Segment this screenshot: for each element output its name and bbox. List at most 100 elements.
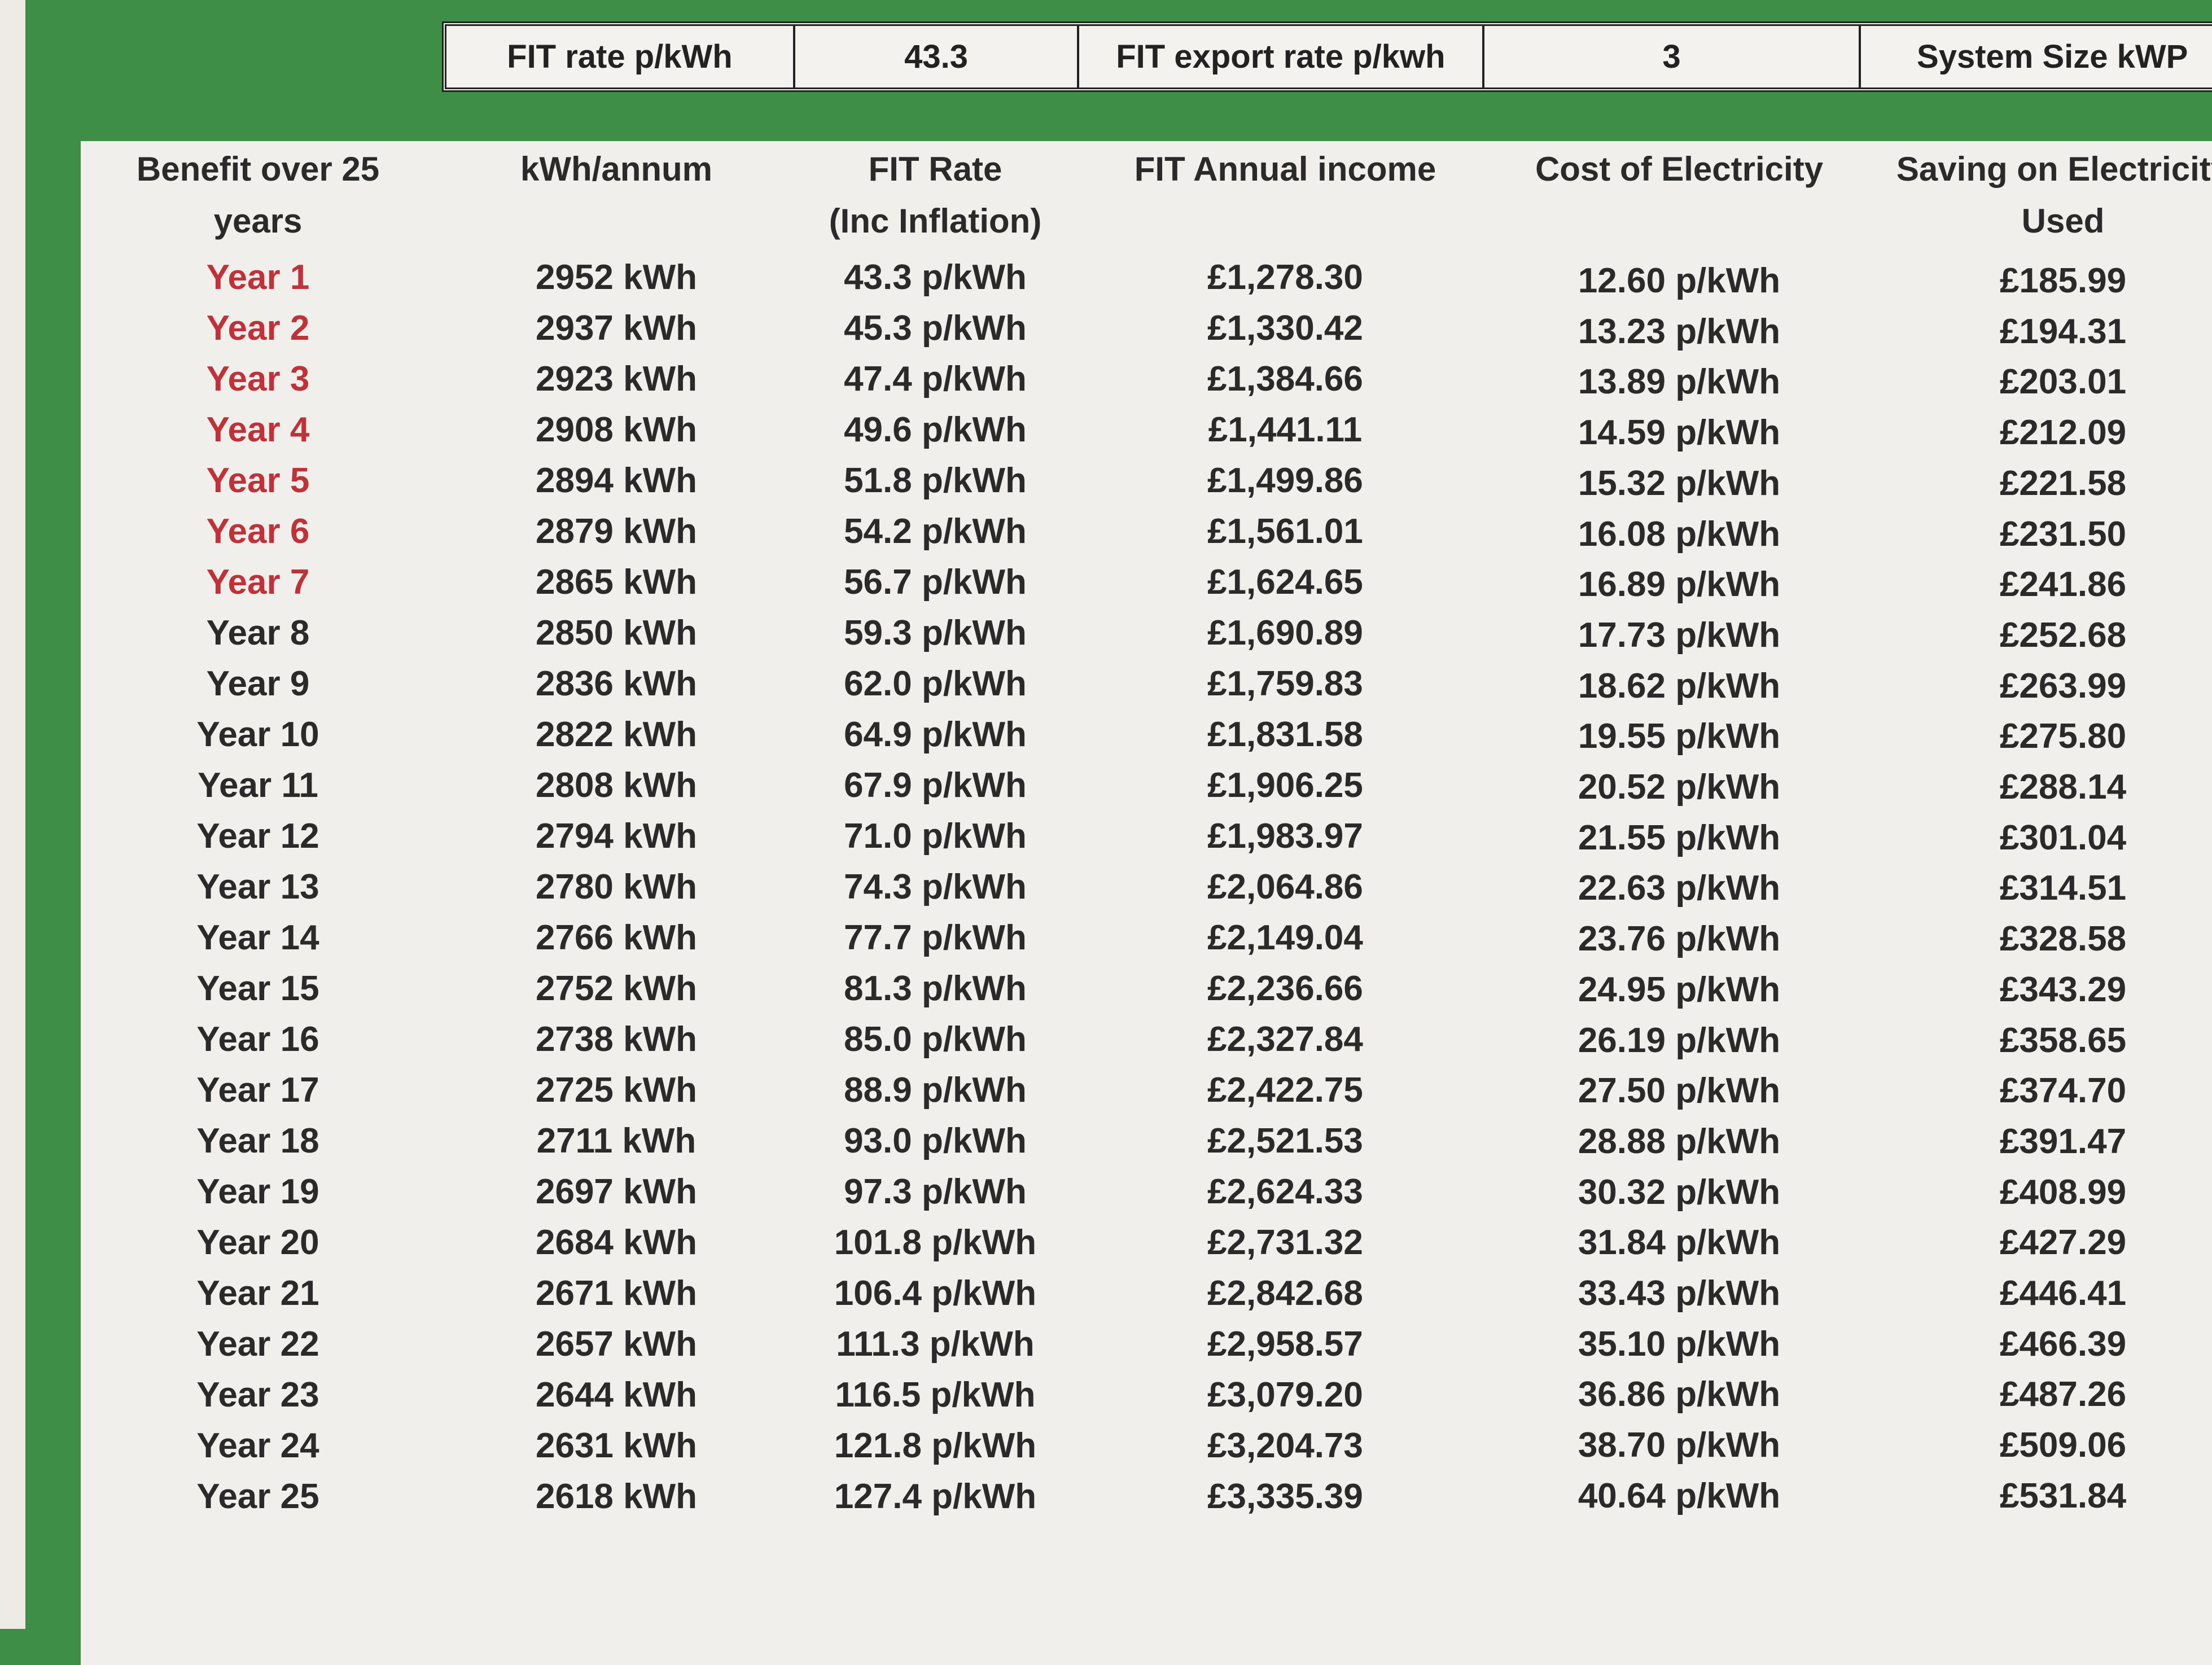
cell-fit-rate: 106.4 p/kWh [834,1274,1037,1313]
cell-fit-rate: 127.4 p/kWh [834,1477,1037,1516]
cell-saving-on-electricity: £509.06 [1999,1426,2127,1465]
cell-cost-of-electricity: 36.86 p/kWh [1578,1375,1781,1414]
cell-cost-of-electricity: 28.88 p/kWh [1578,1121,1781,1161]
fit-rate-value: 43.3 [795,26,1080,87]
page-edge [0,0,25,1629]
cell-year: Year 10 [196,715,319,754]
cell-kwh-annum: 2850 kWh [535,614,698,652]
cell-fit-annual-income: £2,149.04 [1207,918,1363,957]
header-year: Benefit over 25 [136,150,380,188]
cell-year: Year 20 [196,1223,319,1262]
cell-fit-annual-income: £1,983.97 [1207,817,1363,856]
cell-kwh-annum: 2657 kWh [535,1325,698,1364]
cell-fit-annual-income: £1,499.86 [1207,461,1363,500]
cell-fit-annual-income: £1,330.42 [1207,309,1363,348]
cell-fit-rate: 97.3 p/kWh [844,1172,1027,1211]
cell-fit-rate: 67.9 p/kWh [844,766,1027,805]
cell-cost-of-electricity: 26.19 p/kWh [1578,1020,1781,1060]
cell-saving-on-electricity: £203.01 [1999,362,2127,402]
cell-fit-annual-income: £1,690.89 [1207,614,1363,652]
cell-kwh-annum: 2923 kWh [535,360,698,398]
header-fit-rate: (Inc Inflation) [829,202,1042,240]
cell-year: Year 18 [196,1121,319,1160]
cell-saving-on-electricity: £185.99 [1999,261,2127,300]
summary-box: FIT rate p/kWh 43.3 FIT export rate p/kw… [442,21,2212,92]
header-cost-of-electricity: Cost of Electricity [1535,150,1824,188]
cell-fit-rate: 54.2 p/kWh [844,512,1027,551]
cell-fit-rate: 93.0 p/kWh [844,1121,1027,1160]
cell-fit-annual-income: £3,079.20 [1207,1375,1363,1414]
cell-fit-annual-income: £2,064.86 [1207,867,1363,906]
cell-fit-rate: 71.0 p/kWh [844,817,1027,856]
cell-cost-of-electricity: 31.84 p/kWh [1578,1223,1781,1263]
cell-saving-on-electricity: £241.86 [1999,565,2127,604]
cell-kwh-annum: 2836 kWh [535,664,698,703]
cell-year: Year 25 [196,1477,319,1516]
cell-year: Year 24 [196,1426,319,1465]
cell-fit-rate: 47.4 p/kWh [844,360,1027,398]
cell-cost-of-electricity: 35.10 p/kWh [1578,1324,1781,1364]
cell-fit-annual-income: £1,561.01 [1207,512,1363,551]
cell-kwh-annum: 2618 kWh [535,1477,698,1516]
cell-kwh-annum: 2822 kWh [535,715,698,754]
cell-fit-annual-income: £3,204.73 [1207,1426,1363,1465]
cell-fit-annual-income: £1,759.83 [1207,664,1363,703]
cell-year: Year 6 [206,512,310,551]
cell-fit-annual-income: £2,422.75 [1207,1071,1363,1110]
cell-kwh-annum: 2865 kWh [535,563,698,602]
cell-fit-annual-income: £2,842.68 [1207,1274,1363,1313]
cell-fit-annual-income: £2,624.33 [1207,1172,1363,1211]
cell-saving-on-electricity: £328.58 [1999,919,2127,959]
cell-year: Year 23 [196,1375,319,1414]
cell-fit-rate: 62.0 p/kWh [844,664,1027,703]
cell-kwh-annum: 2879 kWh [535,512,698,551]
cell-saving-on-electricity: £194.31 [1999,312,2127,351]
cell-kwh-annum: 2752 kWh [535,969,698,1008]
cell-saving-on-electricity: £263.99 [1999,666,2127,706]
cell-fit-annual-income: £1,384.66 [1207,360,1363,398]
cell-cost-of-electricity: 30.32 p/kWh [1578,1172,1781,1212]
cell-fit-annual-income: £2,958.57 [1207,1325,1363,1364]
cell-saving-on-electricity: £391.47 [1999,1121,2127,1161]
cell-saving-on-electricity: £252.68 [1999,615,2127,655]
system-size-label: System Size kWP [1917,38,2188,75]
cell-kwh-annum: 2644 kWh [535,1375,698,1414]
cell-kwh-annum: 2894 kWh [535,461,698,500]
cell-fit-rate: 81.3 p/kWh [844,969,1027,1008]
header-fit-annual-income: FIT Annual income [1134,150,1436,188]
cell-fit-rate: 64.9 p/kWh [844,715,1027,754]
cell-year: Year 17 [196,1071,319,1110]
cell-fit-rate: 111.3 p/kWh [836,1325,1035,1364]
cell-saving-on-electricity: £221.58 [1999,463,2127,503]
cell-year: Year 21 [196,1274,319,1313]
cell-cost-of-electricity: 21.55 p/kWh [1578,818,1781,857]
cell-year: Year 3 [206,360,310,398]
cell-fit-rate: 59.3 p/kWh [844,614,1027,652]
cell-year: Year 1 [206,258,310,297]
header-fit-rate: FIT Rate [868,150,1002,188]
cell-fit-annual-income: £2,236.66 [1207,969,1363,1008]
cell-saving-on-electricity: £358.65 [1999,1020,2127,1060]
header-saving-on-electricity: Used [2021,202,2105,240]
cell-kwh-annum: 2794 kWh [535,817,698,856]
cell-cost-of-electricity: 19.55 p/kWh [1578,717,1781,756]
cell-cost-of-electricity: 13.89 p/kWh [1578,362,1781,402]
cell-year: Year 2 [206,309,310,348]
cell-fit-rate: 88.9 p/kWh [844,1071,1027,1110]
cell-cost-of-electricity: 33.43 p/kWh [1578,1274,1781,1313]
cell-year: Year 15 [196,969,319,1008]
cell-fit-rate: 49.6 p/kWh [844,410,1027,449]
cell-fit-annual-income: £1,906.25 [1207,766,1363,805]
cell-saving-on-electricity: £288.14 [1999,768,2127,807]
cell-kwh-annum: 2780 kWh [535,867,698,906]
cell-cost-of-electricity: 38.70 p/kWh [1578,1426,1781,1465]
cell-fit-rate: 85.0 p/kWh [844,1020,1027,1059]
cell-kwh-annum: 2725 kWh [535,1071,698,1110]
cell-saving-on-electricity: £427.29 [1999,1223,2127,1263]
header-saving-on-electricity: Saving on Electricity [1896,150,2212,188]
cell-year: Year 4 [206,410,310,449]
cell-saving-on-electricity: £487.26 [1999,1375,2127,1414]
cell-cost-of-electricity: 12.60 p/kWh [1578,261,1781,300]
cell-cost-of-electricity: 17.73 p/kWh [1578,615,1781,655]
cell-cost-of-electricity: 22.63 p/kWh [1578,869,1781,908]
